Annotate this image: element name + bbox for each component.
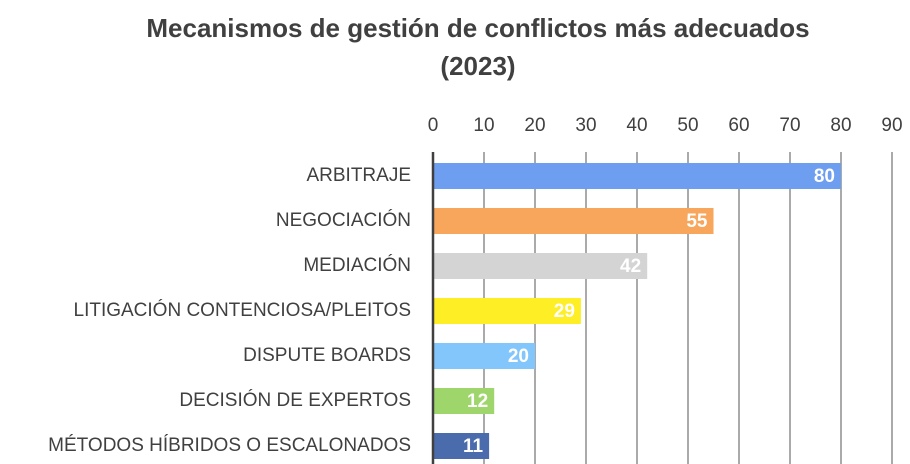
value-label: 42: [620, 256, 641, 277]
value-label: 11: [463, 436, 484, 457]
bar: [433, 433, 490, 459]
y-tick-label: MÉTODOS HÍBRIDOS O ESCALONADOS: [48, 435, 411, 456]
value-label: 55: [686, 211, 708, 232]
x-tick-label: 70: [779, 115, 800, 136]
chart-title: (2023): [440, 51, 515, 81]
bar: [433, 208, 714, 234]
x-tick-label: 0: [428, 115, 439, 136]
y-tick-label: DECISIÓN DE EXPERTOS: [179, 389, 411, 411]
x-tick-label: 20: [524, 115, 545, 136]
value-label: 20: [508, 346, 529, 367]
bar: [433, 388, 495, 414]
y-tick-label: NEGOCIACIÓN: [276, 209, 411, 231]
y-tick-label: ARBITRAJE: [306, 165, 411, 186]
x-tick-label: 80: [830, 115, 851, 136]
value-label: 12: [467, 391, 488, 412]
bar: [433, 253, 648, 279]
x-tick-label: 30: [575, 115, 596, 136]
value-label: 29: [554, 301, 575, 322]
x-tick-label: 50: [677, 115, 698, 136]
x-tick-label: 60: [728, 115, 749, 136]
bar: [433, 298, 581, 324]
y-tick-label: LITIGACIÓN CONTENCIOSA/PLEITOS: [74, 299, 412, 321]
bar: [433, 163, 841, 189]
chart-title: Mecanismos de gestión de conflictos más …: [146, 13, 809, 43]
y-tick-label: DISPUTE BOARDS: [243, 345, 411, 366]
x-tick-label: 90: [881, 115, 902, 136]
y-tick-label: MEDIACIÓN: [303, 254, 411, 276]
x-tick-label: 40: [626, 115, 647, 136]
x-tick-label: 10: [473, 115, 494, 136]
value-label: 80: [814, 166, 835, 187]
bar: [433, 343, 535, 369]
